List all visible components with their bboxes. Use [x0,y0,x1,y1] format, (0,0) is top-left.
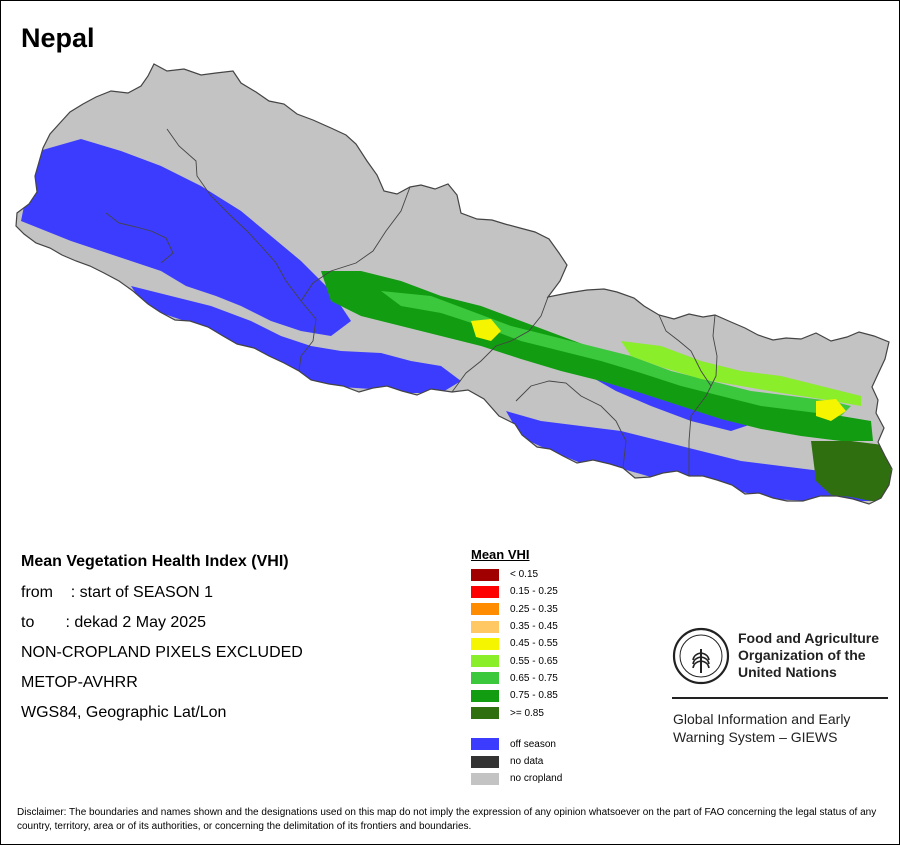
fao-divider [672,697,888,699]
legend-class-row: 0.65 - 0.75 [471,670,621,687]
legend-gap [471,722,621,736]
giews-line1: Global Information and Early [673,711,851,727]
legend-class-row: 0.45 - 0.55 [471,635,621,652]
legend-swatch [471,603,499,616]
legend-swatch [471,620,499,633]
legend-extra-row: off season [471,736,621,753]
fao-org-line3: United Nations [738,664,837,680]
legend-class-row: >= 0.85 [471,704,621,721]
legend-swatch [471,738,499,751]
province-border-5 [658,314,712,387]
nepal-map [15,63,893,505]
legend-label: < 0.15 [510,569,539,581]
period-to: to : dekad 2 May 2025 [21,614,206,631]
disclaimer-text: Disclaimer: The boundaries and names sho… [17,807,877,832]
fao-org-line1: Food and Agriculture [738,630,880,646]
legend-class-row: 0.55 - 0.65 [471,652,621,669]
legend-class-row: 0.25 - 0.35 [471,601,621,618]
legend-label: >= 0.85 [510,707,544,719]
legend-label: no cropland [510,773,563,785]
legend-label: 0.25 - 0.35 [510,603,558,615]
legend-swatch [471,655,499,668]
province-border-7 [515,380,627,469]
vhi-legend: Mean VHI < 0.15 0.15 - 0.25 0.25 - 0.35 0.3… [471,547,621,788]
legend-label: 0.35 - 0.45 [510,621,558,633]
province-border-6 [688,314,718,476]
legend-label: no data [510,756,544,768]
legend-extra-row: no cropland [471,770,621,787]
fao-organization-name: Food and Agriculture Organization of the… [738,630,898,681]
projection-info: WGS84, Geographic Lat/Lon [21,704,227,721]
legend-swatch [471,568,499,581]
legend-label: 0.45 - 0.55 [510,638,558,650]
index-heading: Mean Vegetation Health Index (VHI) [21,553,289,570]
legend-extra-row: no data [471,753,621,770]
legend-label: 0.55 - 0.65 [510,655,558,667]
legend-class-row: < 0.15 [471,566,621,583]
vhi-065-mid [381,291,851,416]
legend-swatch [471,585,499,598]
province-border-4 [451,296,549,393]
legend-swatch [471,637,499,650]
legend-label: 0.75 - 0.85 [510,690,558,702]
exclusion-note: NON-CROPLAND PIXELS EXCLUDED [21,644,303,661]
legend-class-row: 0.75 - 0.85 [471,687,621,704]
vhi-raster-layer [21,139,891,501]
no-cropland-area [16,64,892,504]
fao-org-line2: Organization of the [738,647,866,663]
province-borders [105,128,718,476]
off-season-zone-west [21,139,351,336]
legend-class-row: 0.15 - 0.25 [471,583,621,600]
legend-title: Mean VHI [471,547,530,562]
province-border-3 [300,186,411,302]
legend-class-row: 0.35 - 0.45 [471,618,621,635]
vhi-045-spot-central [471,319,501,341]
fao-emblem-logo [672,627,730,685]
vhi-045-spot-east [816,399,846,421]
province-border-1 [166,128,317,372]
period-from: from : start of SEASON 1 [21,584,214,601]
map-title: Nepal [21,23,95,53]
legend-label: 0.15 - 0.25 [510,586,558,598]
info-block: Mean Vegetation Health Index (VHI) from … [21,553,441,733]
legend-extra-classes: off season no data no cropland [471,736,621,788]
vhi-055-band [621,341,861,406]
legend-swatch [471,707,499,720]
sensor-name: METOP-AVHRR [21,674,138,691]
legend-label: off season [510,738,556,750]
legend-swatch [471,772,499,785]
province-border-2 [105,212,174,264]
legend-label: 0.65 - 0.75 [510,672,558,684]
off-season-terai-west [131,286,461,393]
legend-classes: < 0.15 0.15 - 0.25 0.25 - 0.35 0.35 - 0.45 0… [471,566,621,722]
legend-swatch [471,755,499,768]
vhi-085-terai-east [811,441,891,501]
giews-line2: Warning System – GIEWS [673,729,838,745]
legend-swatch [471,689,499,702]
off-season-terai-east [506,411,891,501]
legend-swatch [471,672,499,685]
nepal-border [15,63,893,505]
giews-name: Global Information and Early Warning Sys… [673,710,888,746]
